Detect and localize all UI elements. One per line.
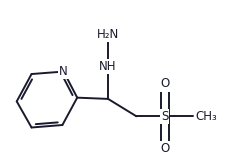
Text: NH: NH (99, 60, 116, 73)
Text: CH₃: CH₃ (195, 110, 216, 123)
Text: H₂N: H₂N (97, 28, 119, 41)
Text: O: O (160, 142, 169, 155)
Text: O: O (160, 77, 169, 90)
Text: N: N (59, 65, 68, 78)
Text: S: S (160, 110, 168, 123)
